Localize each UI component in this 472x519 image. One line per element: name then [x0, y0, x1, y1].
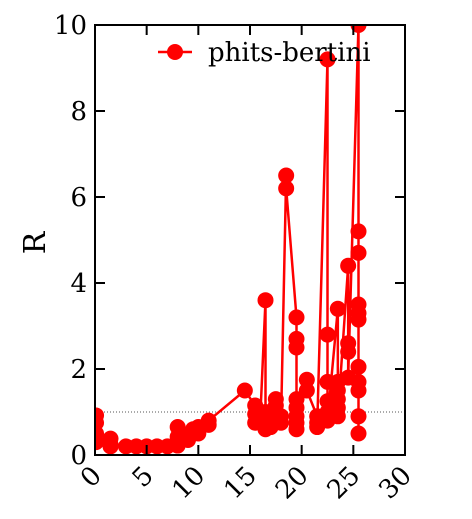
- data-point: [273, 414, 289, 431]
- legend: phits-bertini: [158, 38, 371, 68]
- series-line: [95, 25, 360, 448]
- data-point: [95, 434, 105, 451]
- legend-label: phits-bertini: [208, 38, 371, 68]
- data-point: [340, 343, 357, 360]
- data-point: [200, 412, 217, 429]
- data-point: [329, 300, 346, 317]
- data-point: [350, 311, 367, 328]
- x-axis-ticks: 0 5 10 15 20 25 30: [75, 25, 418, 505]
- data-point: [278, 180, 295, 197]
- data-point: [340, 257, 357, 274]
- data-point: [350, 408, 367, 425]
- y-tick-label: 10: [54, 11, 87, 41]
- x-tick-label: 25: [322, 461, 367, 506]
- data-point: [257, 292, 274, 309]
- data-point: [350, 223, 367, 240]
- legend-marker: [167, 44, 183, 60]
- data-point: [298, 382, 315, 399]
- data-point: [319, 326, 336, 343]
- data-point: [288, 421, 305, 438]
- y-tick-label: 0: [70, 441, 87, 471]
- data-point: [350, 382, 367, 399]
- x-tick-label: 5: [127, 461, 160, 494]
- data-point: [288, 339, 305, 356]
- y-axis-label: R: [18, 230, 53, 254]
- data-point: [350, 425, 367, 442]
- data-point: [350, 244, 367, 261]
- y-tick-label: 6: [70, 183, 87, 213]
- data-point: [102, 438, 119, 455]
- y-tick-label: 2: [70, 355, 87, 385]
- x-tick-label: 15: [218, 461, 263, 506]
- data-point: [278, 167, 295, 184]
- data-point: [288, 309, 305, 326]
- x-tick-label: 20: [270, 461, 315, 506]
- data-point: [350, 25, 367, 33]
- y-tick-label: 8: [70, 97, 87, 127]
- data-point: [319, 51, 336, 68]
- x-tick-label: 10: [167, 461, 212, 506]
- data-point: [329, 408, 346, 425]
- y-axis-ticks: 0 2 4 6 8 10: [54, 11, 405, 471]
- plot-area: [94, 24, 406, 456]
- data-point: [236, 382, 253, 399]
- x-tick-label: 30: [373, 461, 418, 506]
- y-tick-label: 4: [70, 269, 87, 299]
- data-point: [350, 358, 367, 375]
